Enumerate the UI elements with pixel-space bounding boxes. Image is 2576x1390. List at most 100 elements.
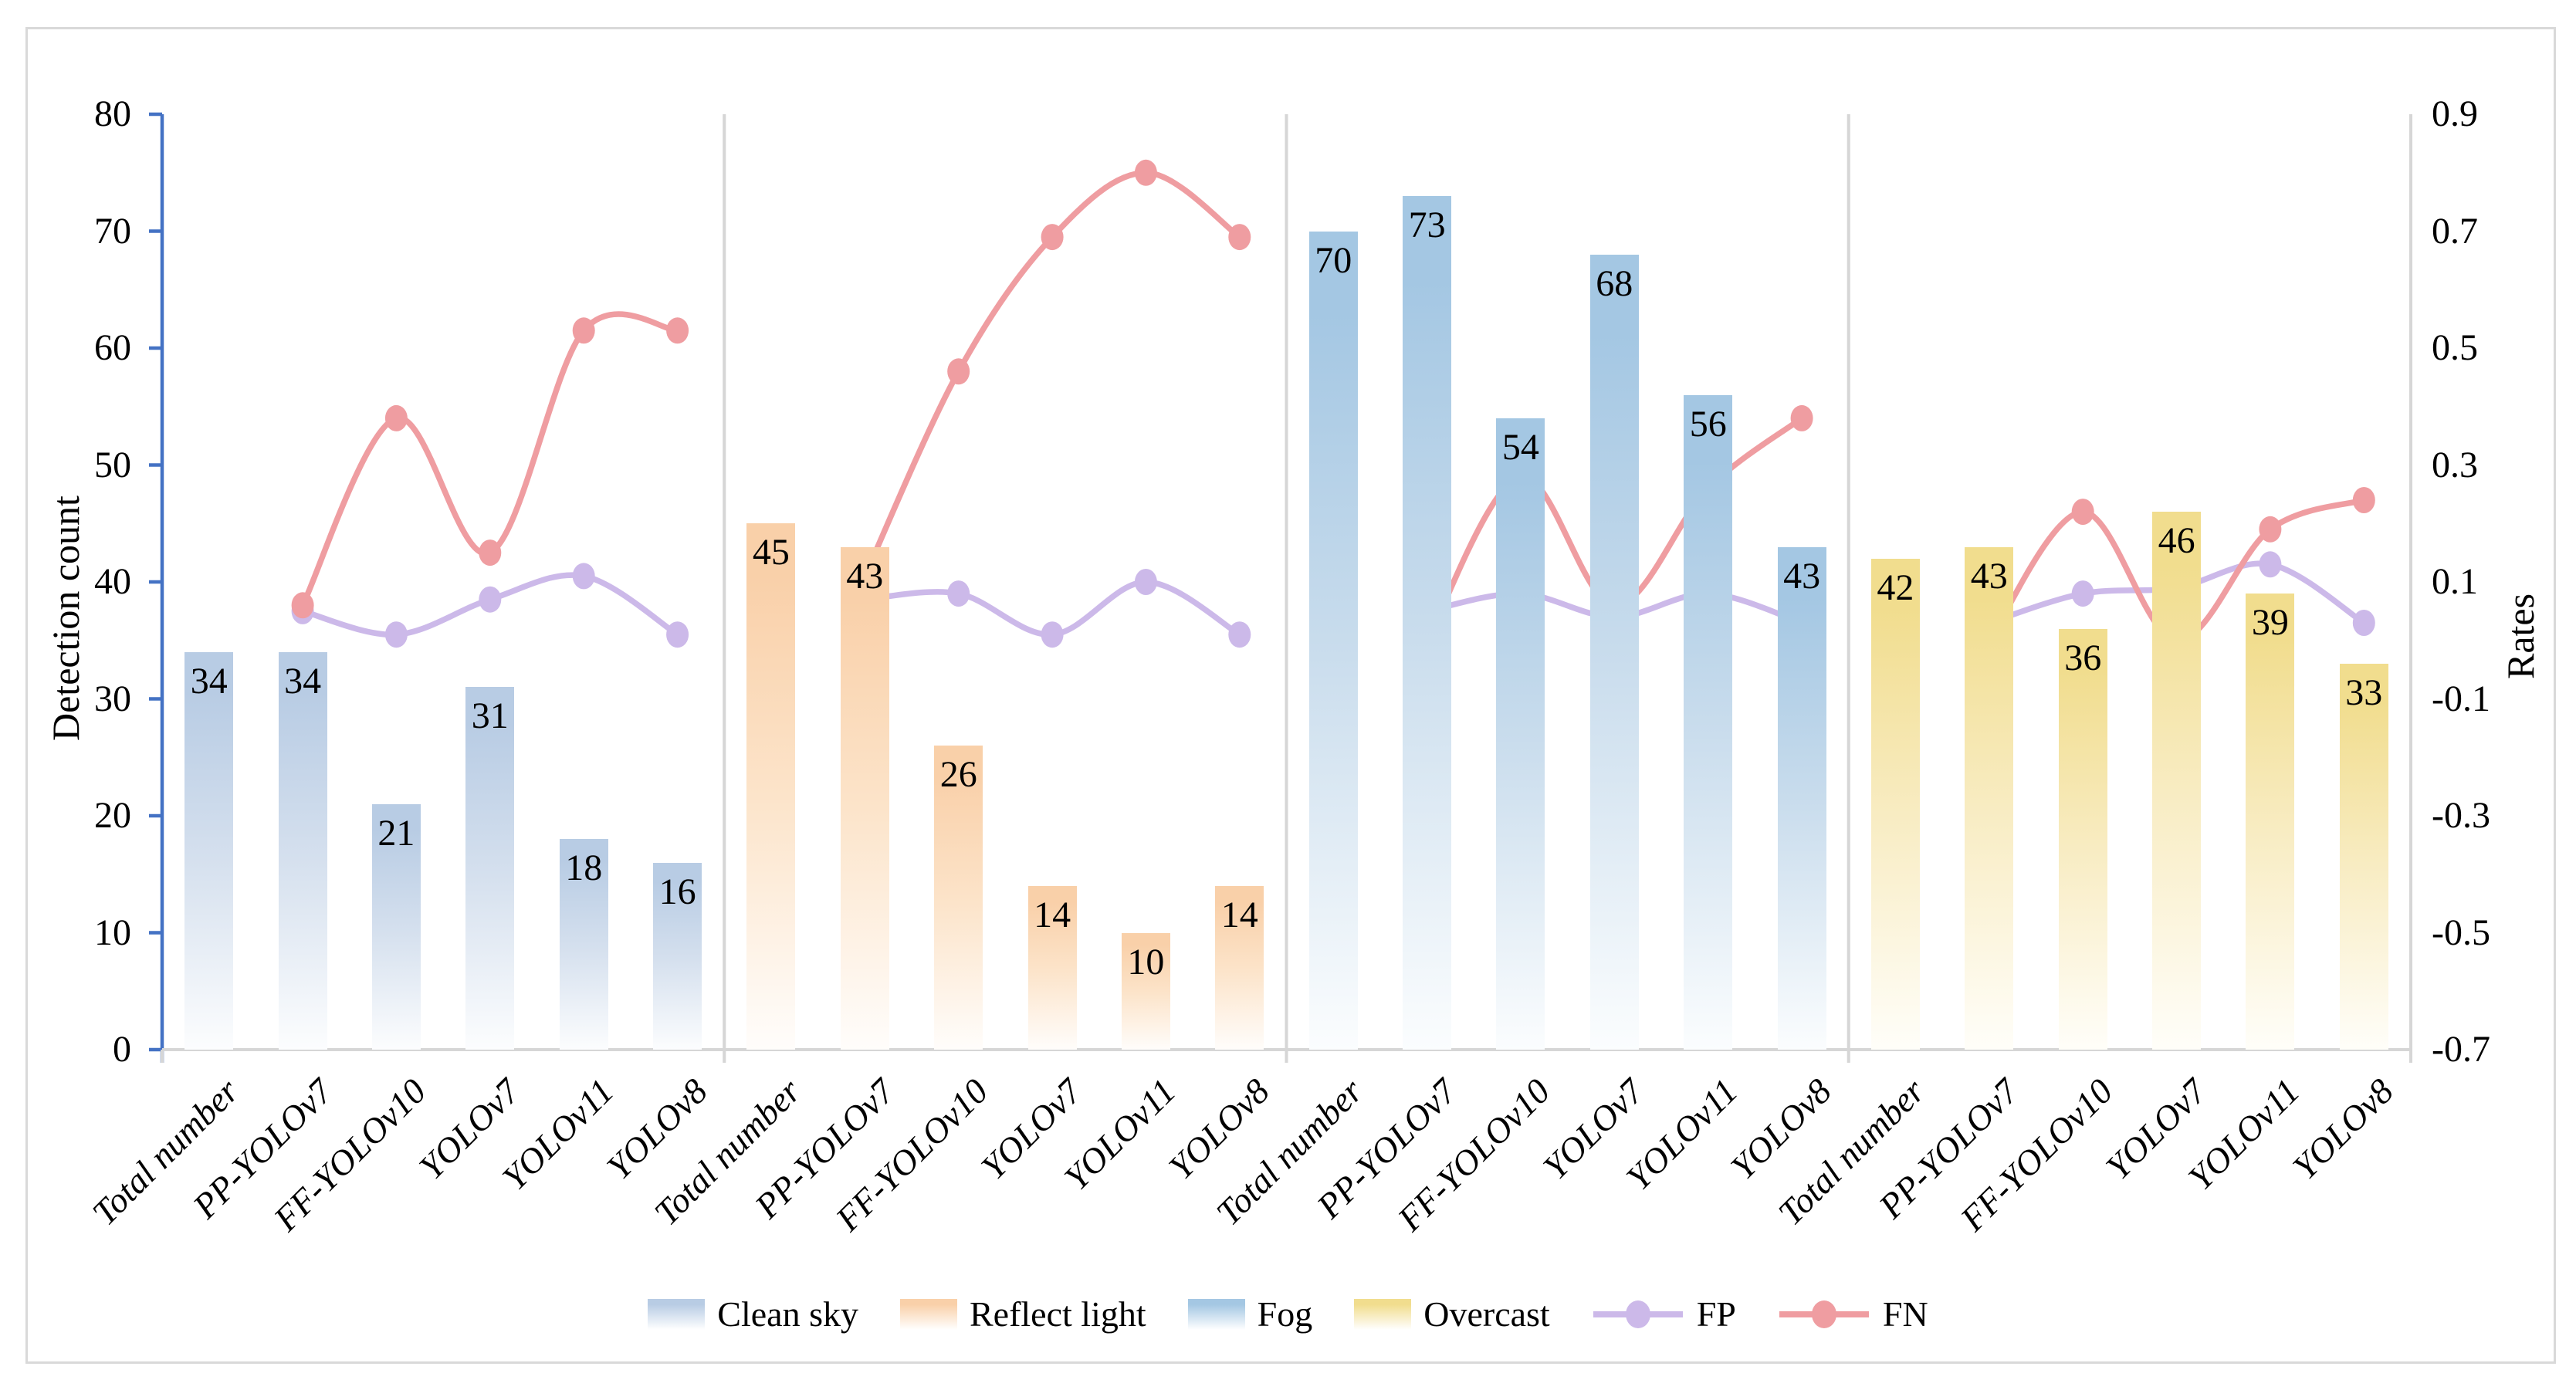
bar-value-label: 70 <box>1315 239 1352 281</box>
right-axis-tick-label: 0.9 <box>2432 93 2478 134</box>
legend-item: Overcast <box>1354 1294 1550 1334</box>
bar-value-label: 31 <box>471 695 509 737</box>
fp-marker <box>666 621 689 648</box>
legend-label: FP <box>1696 1294 1736 1334</box>
bar <box>1027 885 1077 1050</box>
bar <box>1121 932 1170 1050</box>
legend: Clean sky Reflect light Fog Overcast FP FN <box>0 1294 2576 1334</box>
legend-item: Clean sky <box>648 1294 858 1334</box>
fp-marker <box>2071 580 2094 607</box>
bar-value-label: 26 <box>939 754 977 796</box>
legend-item: Fog <box>1187 1294 1313 1334</box>
bar-value-label: 68 <box>1596 262 1633 304</box>
legend-label: Clean sky <box>717 1294 858 1334</box>
legend-label: Overcast <box>1423 1294 1550 1334</box>
axis-title-right: Rates <box>2499 593 2542 679</box>
fp-marker <box>1041 621 1064 648</box>
fp-marker <box>384 621 408 648</box>
fn-marker <box>1134 159 1157 186</box>
bar-value-label: 43 <box>1970 555 2008 597</box>
left-axis-tick-label: 80 <box>94 93 131 134</box>
bar <box>840 546 889 1050</box>
bar <box>1870 558 1920 1050</box>
bar <box>746 523 796 1050</box>
legend-label: Reflect light <box>969 1294 1146 1334</box>
bar <box>1496 418 1545 1050</box>
bar-value-label: 14 <box>1220 894 1258 935</box>
legend-marker-dot-icon <box>1811 1300 1836 1328</box>
bar-value-label: 39 <box>2251 602 2289 644</box>
fn-marker <box>1228 224 1251 251</box>
bar <box>278 651 327 1050</box>
bar-value-label: 42 <box>1877 566 1914 608</box>
fp-marker <box>947 580 970 607</box>
bar <box>1589 254 1639 1050</box>
legend-label: FN <box>1882 1294 1928 1334</box>
left-axis-tick-label: 10 <box>94 911 131 953</box>
bar <box>2152 512 2202 1050</box>
right-axis-tick-label: 0.7 <box>2432 210 2478 252</box>
right-axis-tick-label: -0.1 <box>2432 678 2490 719</box>
fp-marker <box>1134 569 1157 595</box>
fn-marker <box>384 404 408 431</box>
fn-marker <box>2352 487 2375 513</box>
bar-value-label: 34 <box>284 660 322 702</box>
bar-value-label: 10 <box>1127 941 1165 982</box>
bar <box>1777 546 1826 1050</box>
right-axis-tick-label: -0.3 <box>2432 795 2490 836</box>
right-axis-tick-label: 0.1 <box>2432 561 2478 602</box>
fn-marker <box>1790 404 1813 431</box>
bar-value-label: 16 <box>658 871 696 912</box>
bar <box>371 803 421 1050</box>
fn-marker <box>291 592 314 619</box>
bar <box>559 839 608 1050</box>
legend-item: FN <box>1778 1294 1928 1334</box>
fn-marker <box>1041 224 1064 251</box>
legend-item: Reflect light <box>899 1294 1146 1334</box>
bar-value-label: 43 <box>1783 555 1821 597</box>
bar-value-label: 73 <box>1408 205 1446 245</box>
bar <box>2246 594 2295 1050</box>
left-axis-tick-label: 30 <box>94 678 131 719</box>
figure-border <box>25 27 2556 1364</box>
left-axis-tick-label: 0 <box>113 1029 131 1070</box>
fp-marker <box>572 563 595 590</box>
bar-value-label: 18 <box>565 847 603 889</box>
bar <box>2058 628 2107 1050</box>
fn-marker <box>2071 499 2094 526</box>
fp-marker <box>1228 621 1251 648</box>
left-axis-tick-label: 40 <box>94 561 131 602</box>
fn-marker <box>947 358 970 385</box>
bar-value-label: 21 <box>377 812 415 854</box>
legend-item: FP <box>1592 1294 1736 1334</box>
bar-value-label: 54 <box>1501 426 1539 468</box>
fp-marker <box>2259 551 2282 578</box>
fn-marker <box>479 539 502 566</box>
legend-swatch-icon <box>1354 1298 1412 1330</box>
bar <box>1215 885 1264 1050</box>
bar <box>2339 664 2388 1050</box>
fn-line <box>861 170 1243 580</box>
fp-marker <box>479 586 502 613</box>
bar <box>1308 231 1358 1050</box>
bar <box>934 746 983 1050</box>
bar-value-label: 56 <box>1689 403 1727 445</box>
left-axis-tick-label: 20 <box>94 795 131 836</box>
bar <box>1965 546 2014 1050</box>
bar <box>465 687 515 1050</box>
bar-value-label: 14 <box>1034 894 1071 935</box>
fp-marker <box>2352 610 2375 636</box>
legend-marker-dot-icon <box>1625 1300 1650 1328</box>
bar-value-label: 36 <box>2064 637 2102 678</box>
legend-label: Fog <box>1257 1294 1313 1334</box>
bar-value-label: 46 <box>2158 520 2195 562</box>
right-axis-tick-label: 0.5 <box>2432 327 2478 368</box>
bar <box>184 651 234 1050</box>
left-axis-tick-label: 50 <box>94 444 131 485</box>
right-axis-tick-label: -0.7 <box>2432 1029 2490 1070</box>
fn-marker <box>2259 516 2282 543</box>
bar <box>1403 196 1452 1050</box>
right-axis-tick-label: 0.3 <box>2432 444 2478 485</box>
fn-marker <box>666 317 689 344</box>
